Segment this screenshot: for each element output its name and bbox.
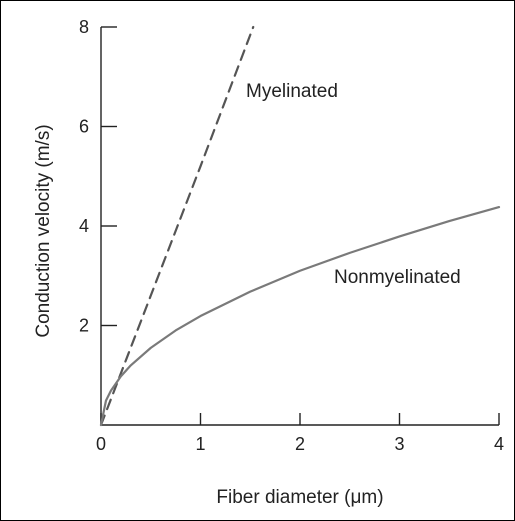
y-axis-label: Conduction velocity (m/s)	[33, 124, 54, 337]
series-lines	[99, 25, 501, 427]
x-tick-label: 1	[195, 434, 205, 454]
y-tick-label: 6	[79, 117, 89, 137]
y-tick-label: 2	[79, 316, 89, 336]
x-tick-label: 2	[295, 434, 305, 454]
x-axis-label: Fiber diameter (μm)	[216, 487, 383, 508]
y-tick-label: 8	[79, 17, 89, 37]
x-tick-label: 4	[494, 434, 504, 454]
x-tick-label: 0	[96, 434, 106, 454]
series-label-myelinated: Myelinated	[246, 81, 338, 102]
y-tick-label: 4	[79, 216, 89, 236]
series-label-nonmyelinated: Nonmyelinated	[334, 267, 461, 288]
ticks: 0 1 2 3 4 2 4 6 8	[79, 17, 504, 454]
x-tick-label: 3	[394, 434, 404, 454]
series-line-myelinated	[99, 25, 255, 427]
series-line-nonmyelinated	[99, 205, 501, 427]
labels: Myelinated Nonmyelinated Fiber diameter (μ…	[33, 81, 461, 508]
